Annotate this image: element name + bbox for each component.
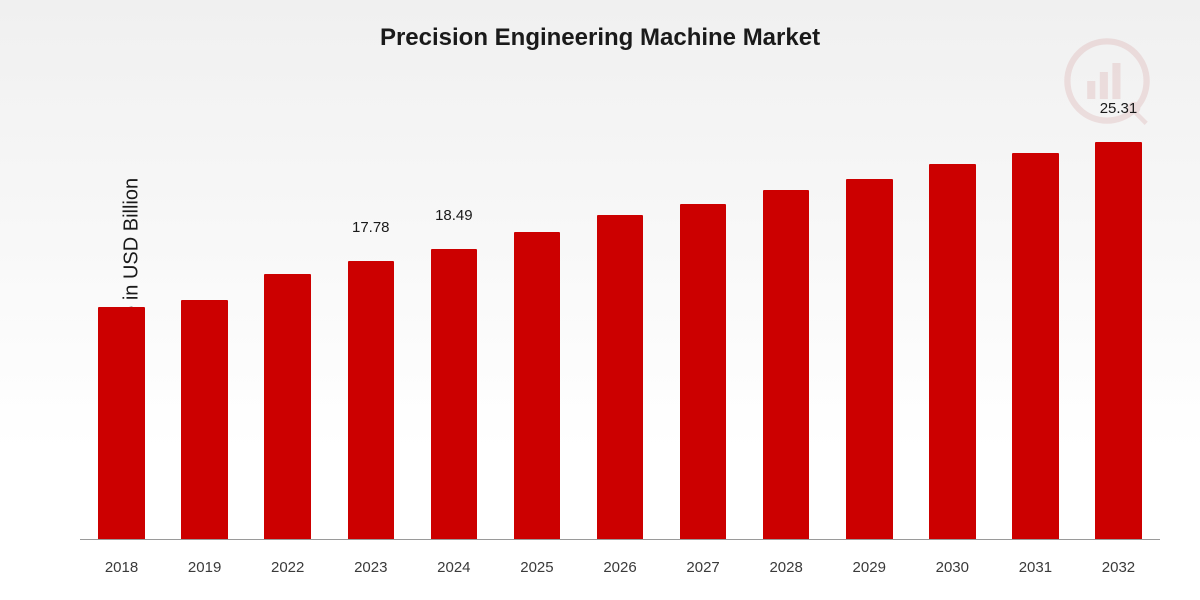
x-tick-label: 2019 — [163, 559, 246, 576]
x-tick-label: 2032 — [1077, 559, 1160, 576]
x-axis-baseline — [80, 539, 1160, 540]
bar-slot: 18.49 — [412, 100, 495, 540]
bar-slot: 25.31 — [1077, 100, 1160, 540]
bar-slot — [911, 100, 994, 540]
bar-slot — [578, 100, 661, 540]
bar — [431, 249, 478, 540]
bar-value-label: 25.31 — [1100, 100, 1138, 121]
bar-slot — [745, 100, 828, 540]
bar-value-label: 18.49 — [435, 207, 473, 228]
bar — [181, 300, 228, 540]
bar — [846, 179, 893, 540]
bars-container: 17.78 18.49 25.31 — [80, 100, 1160, 540]
bar-slot — [828, 100, 911, 540]
bar-slot — [163, 100, 246, 540]
x-tick-label: 2026 — [578, 559, 661, 576]
x-tick-label: 2027 — [662, 559, 745, 576]
x-axis-labels: 2018201920222023202420252026202720282029… — [80, 559, 1160, 576]
chart-title: Precision Engineering Machine Market — [0, 24, 1200, 52]
x-tick-label: 2025 — [495, 559, 578, 576]
bar-slot — [246, 100, 329, 540]
x-tick-label: 2023 — [329, 559, 412, 576]
x-tick-label: 2031 — [994, 559, 1077, 576]
bar-slot — [994, 100, 1077, 540]
x-tick-label: 2028 — [745, 559, 828, 576]
x-tick-label: 2024 — [412, 559, 495, 576]
bar — [597, 215, 644, 540]
bar-value-label: 17.78 — [352, 219, 390, 240]
bar-slot — [495, 100, 578, 540]
x-tick-label: 2029 — [828, 559, 911, 576]
bar-slot — [80, 100, 163, 540]
bar — [929, 164, 976, 540]
bar — [264, 274, 311, 540]
x-tick-label: 2030 — [911, 559, 994, 576]
plot-area: 17.78 18.49 25.31 — [80, 100, 1160, 540]
bar — [1012, 153, 1059, 540]
bar — [348, 261, 395, 540]
bar — [98, 307, 145, 540]
bar — [680, 204, 727, 540]
x-tick-label: 2018 — [80, 559, 163, 576]
bar — [763, 190, 810, 540]
bar — [514, 232, 561, 540]
bar-slot: 17.78 — [329, 100, 412, 540]
bar — [1095, 142, 1142, 540]
bar-slot — [662, 100, 745, 540]
x-tick-label: 2022 — [246, 559, 329, 576]
